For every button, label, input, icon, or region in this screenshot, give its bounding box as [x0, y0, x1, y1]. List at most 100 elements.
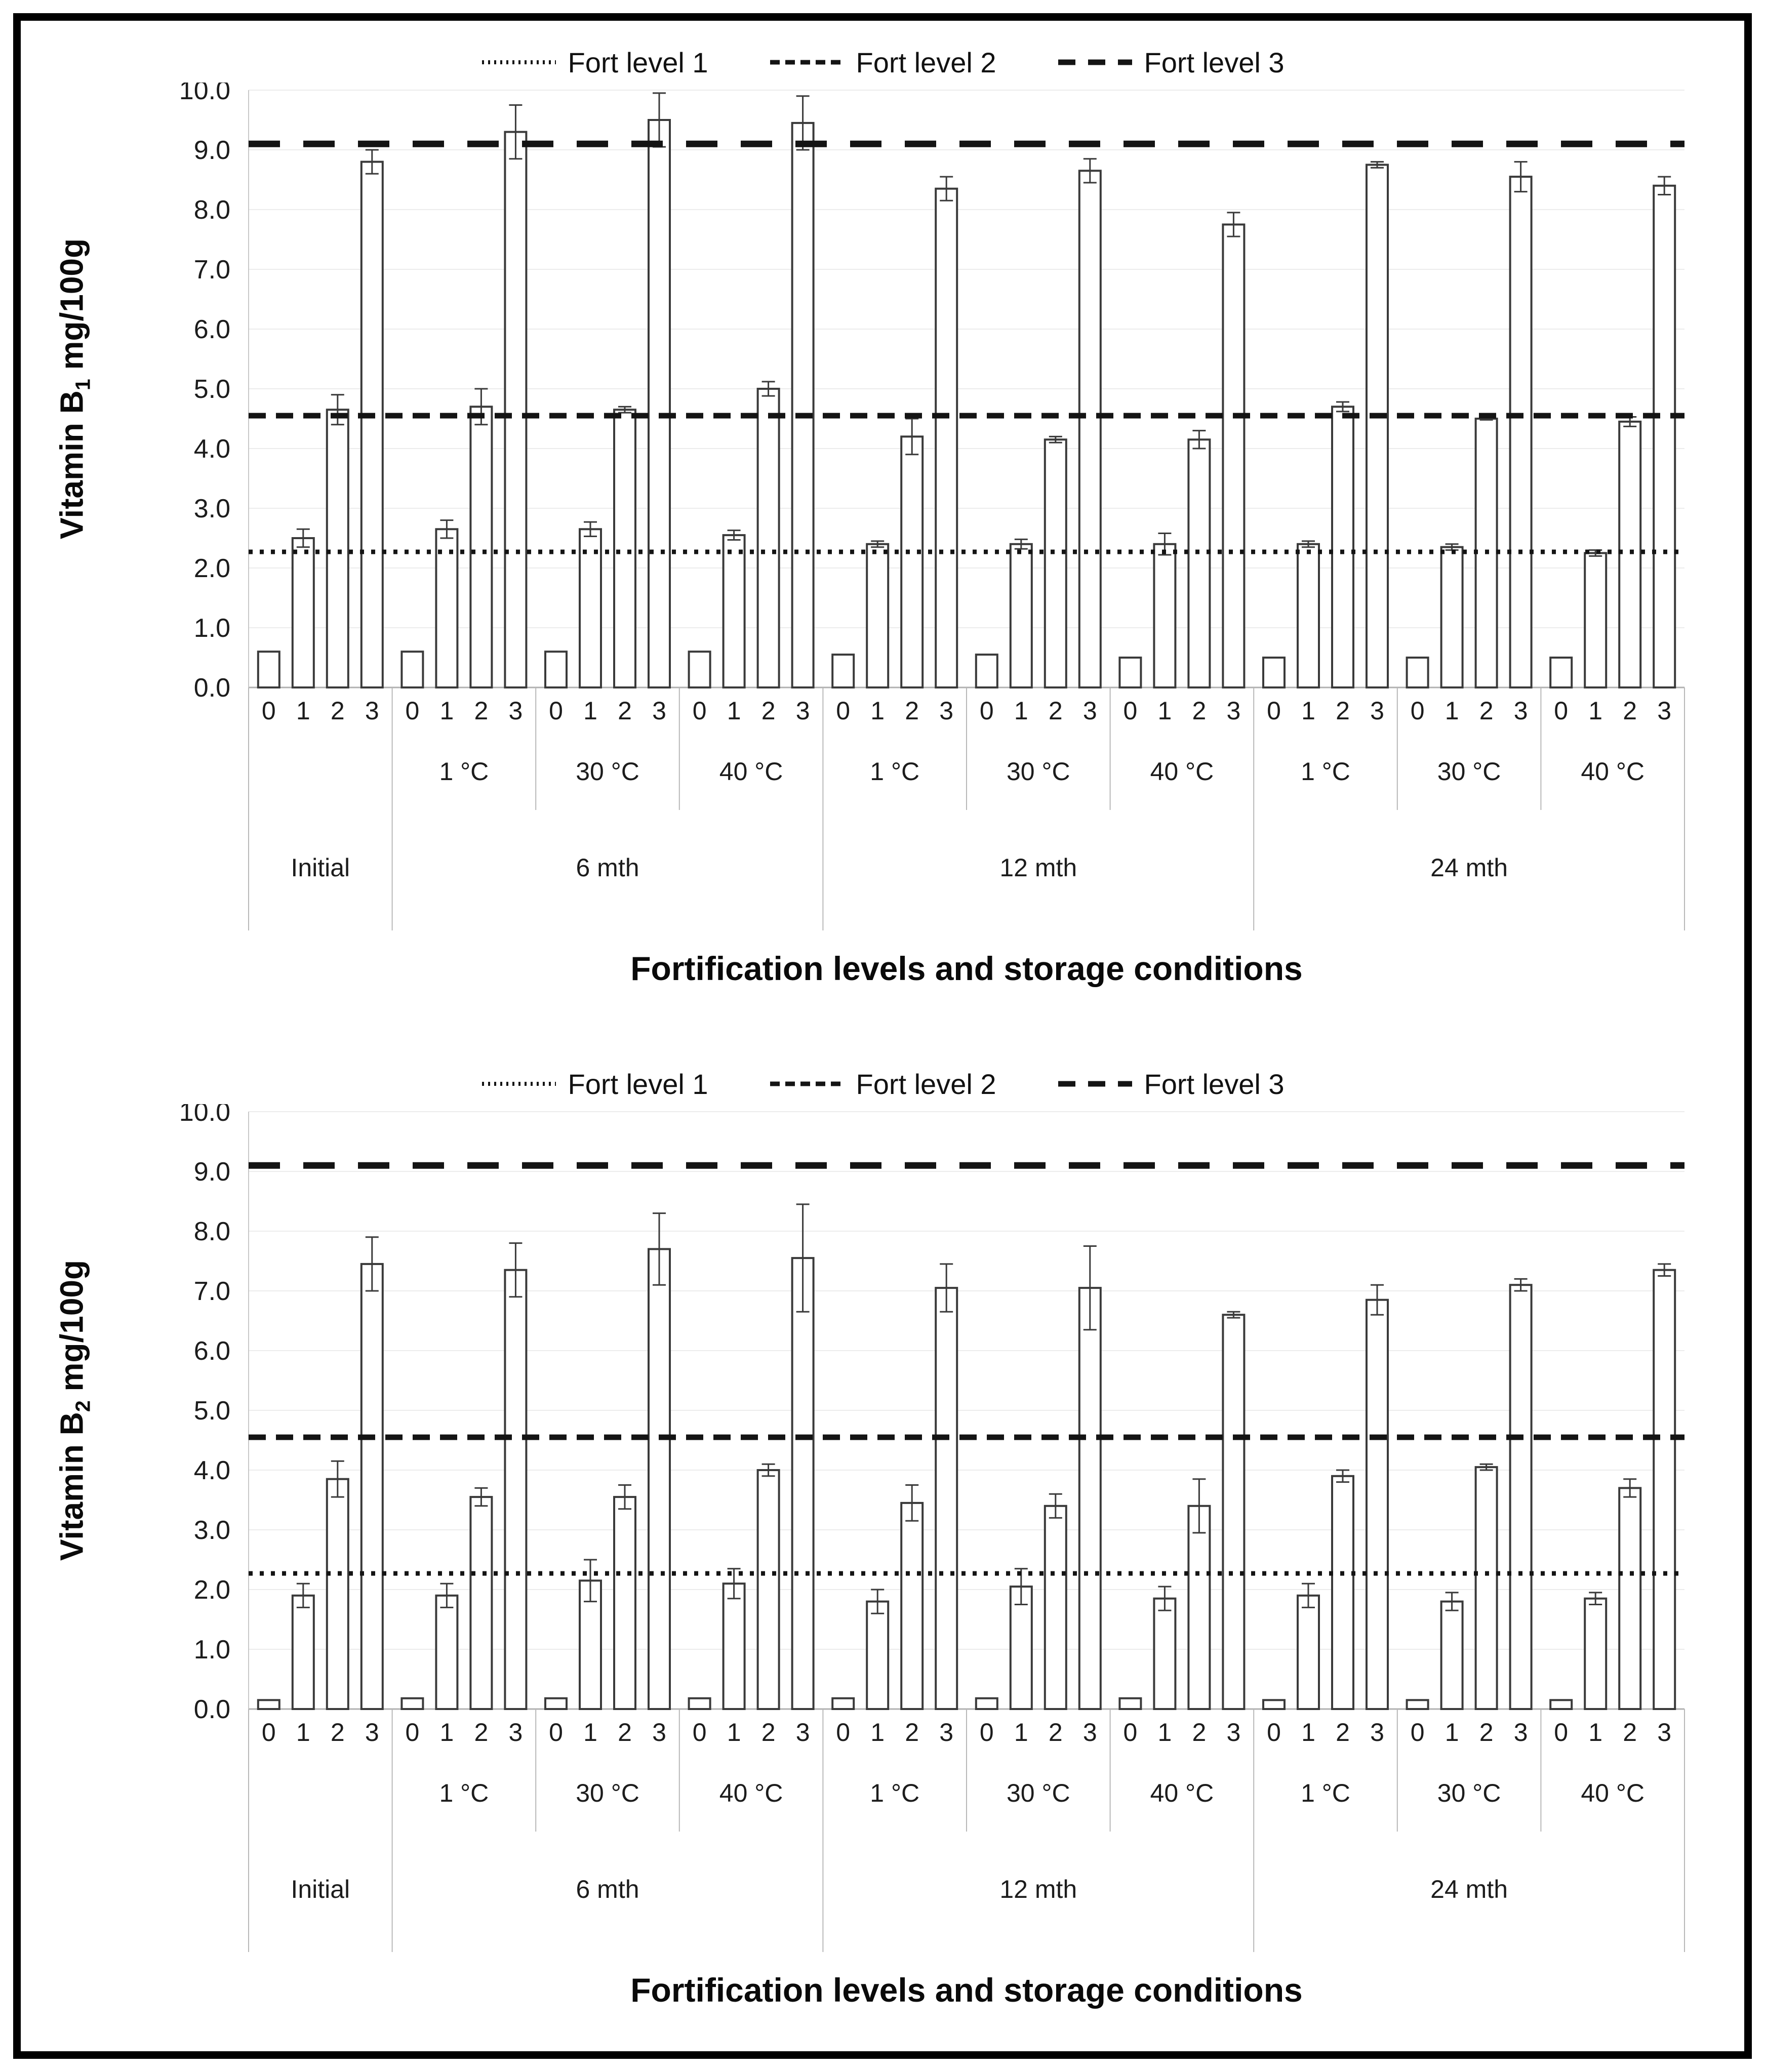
svg-text:3: 3 [652, 697, 666, 725]
bar [648, 119, 671, 688]
svg-text:40 °C: 40 °C [719, 1779, 783, 1807]
gridlines [249, 1111, 1684, 1710]
svg-text:1: 1 [296, 697, 310, 725]
bar [866, 1600, 890, 1710]
svg-text:1: 1 [870, 697, 885, 725]
dotted-line-icon [482, 1082, 556, 1086]
bar [831, 1697, 855, 1711]
svg-text:3: 3 [1083, 697, 1097, 725]
svg-text:24 mth: 24 mth [1430, 854, 1508, 882]
bar [257, 1699, 280, 1711]
svg-text:0.0: 0.0 [194, 673, 230, 703]
vitamin-b2-chart: 0.01.02.03.04.05.06.07.08.09.010.00 1 2 3 0 1… [179, 1104, 1685, 1952]
svg-text:40 °C: 40 °C [1150, 757, 1214, 786]
svg-text:1: 1 [1445, 1718, 1459, 1746]
bar [257, 651, 280, 688]
svg-text:1.0: 1.0 [194, 614, 230, 643]
svg-text:10.0: 10.0 [179, 1104, 230, 1127]
svg-text:7.0: 7.0 [194, 1277, 230, 1306]
legend-label: Fort level 3 [1144, 1068, 1285, 1100]
bar [1009, 543, 1033, 688]
svg-text:1 °C: 1 °C [1301, 1779, 1350, 1807]
bar [1366, 1298, 1389, 1710]
vitamin-b1-chart: 0.01.02.03.04.05.06.07.08.09.010.00 1 2 3 0 1… [179, 83, 1685, 930]
svg-text:0: 0 [1411, 697, 1425, 725]
svg-text:2: 2 [1049, 1718, 1063, 1746]
long-dash-line-icon [1058, 1081, 1132, 1087]
fort-level-lines [249, 1162, 1684, 1576]
bar [1584, 1597, 1608, 1711]
legend-label: Fort level 1 [568, 1068, 708, 1100]
svg-text:3: 3 [1657, 1718, 1671, 1746]
svg-text:30 °C: 30 °C [576, 1779, 639, 1807]
svg-text:3: 3 [508, 1718, 523, 1746]
bar [613, 1496, 636, 1710]
bar [1044, 1505, 1067, 1710]
svg-text:9.0: 9.0 [194, 1157, 230, 1187]
svg-text:3: 3 [508, 697, 523, 725]
svg-text:24 mth: 24 mth [1430, 1875, 1508, 1903]
vitamin-b1-section: Fort level 1 Fort level 2 Fort level 3 V… [21, 42, 1744, 988]
y-axis-label-b2: Vitamin B2 mg/100g [53, 1260, 95, 1561]
legend-label: Fort level 2 [856, 46, 996, 78]
svg-text:3: 3 [796, 697, 810, 725]
legend-item-fort-level-1: Fort level 1 [481, 46, 708, 79]
bar [1078, 1287, 1102, 1711]
svg-text:1 °C: 1 °C [439, 757, 489, 786]
svg-text:1: 1 [727, 1718, 741, 1746]
svg-text:3: 3 [1514, 1718, 1528, 1746]
legend-item-fort-level-2: Fort level 2 [769, 46, 996, 79]
svg-text:0: 0 [1554, 1718, 1568, 1746]
bar [756, 388, 780, 688]
svg-text:1 °C: 1 °C [870, 1779, 919, 1807]
bar [469, 1496, 493, 1710]
axis-table-lines [248, 687, 1685, 930]
bar [935, 1287, 958, 1711]
svg-text:8.0: 8.0 [194, 195, 230, 225]
svg-text:1: 1 [1157, 697, 1172, 725]
svg-text:0: 0 [1411, 1718, 1425, 1746]
bar [1331, 1475, 1354, 1710]
bar [1406, 1699, 1429, 1711]
svg-text:Initial: Initial [291, 854, 350, 882]
svg-text:3.0: 3.0 [194, 1516, 230, 1545]
svg-text:4.0: 4.0 [194, 1456, 230, 1485]
svg-text:6 mth: 6 mth [576, 854, 639, 882]
svg-text:2: 2 [1623, 1718, 1637, 1746]
bar [1187, 438, 1211, 688]
bar [1262, 657, 1286, 688]
svg-text:6.0: 6.0 [194, 315, 230, 344]
bar [544, 651, 568, 688]
bar [1118, 1697, 1142, 1711]
long-dash-line-icon [1058, 59, 1132, 65]
bar [504, 1269, 528, 1710]
bar [1222, 1314, 1246, 1710]
vitamin-b2-section: Fort level 1 Fort level 2 Fort level 3 V… [21, 1064, 1744, 2009]
bar [1187, 1505, 1211, 1710]
svg-text:40 °C: 40 °C [1150, 1779, 1214, 1807]
svg-text:1: 1 [1445, 697, 1459, 725]
bar [1078, 170, 1102, 689]
svg-text:0: 0 [1267, 697, 1281, 725]
svg-text:30 °C: 30 °C [1437, 757, 1501, 786]
svg-text:1.0: 1.0 [194, 1635, 230, 1664]
figure-border: Fort level 1 Fort level 2 Fort level 3 V… [13, 13, 1752, 2059]
svg-text:1: 1 [439, 1718, 454, 1746]
bar [900, 1501, 924, 1711]
svg-text:12 mth: 12 mth [999, 1875, 1077, 1903]
svg-text:2: 2 [1623, 697, 1637, 725]
bar [400, 1697, 424, 1711]
dotted-line-icon [482, 60, 556, 64]
svg-text:2: 2 [1192, 697, 1206, 725]
svg-text:1 °C: 1 °C [1301, 757, 1350, 786]
legend-item-fort-level-1: Fort level 1 [481, 1068, 708, 1101]
bar [579, 528, 602, 688]
svg-text:3: 3 [365, 1718, 379, 1746]
bar [1653, 184, 1676, 689]
svg-text:3: 3 [1514, 697, 1528, 725]
axis-table-lines [248, 1709, 1685, 1952]
svg-text:2: 2 [1192, 1718, 1206, 1746]
bar [1331, 405, 1354, 688]
legend-label: Fort level 3 [1144, 46, 1285, 78]
svg-text:2: 2 [1049, 697, 1063, 725]
